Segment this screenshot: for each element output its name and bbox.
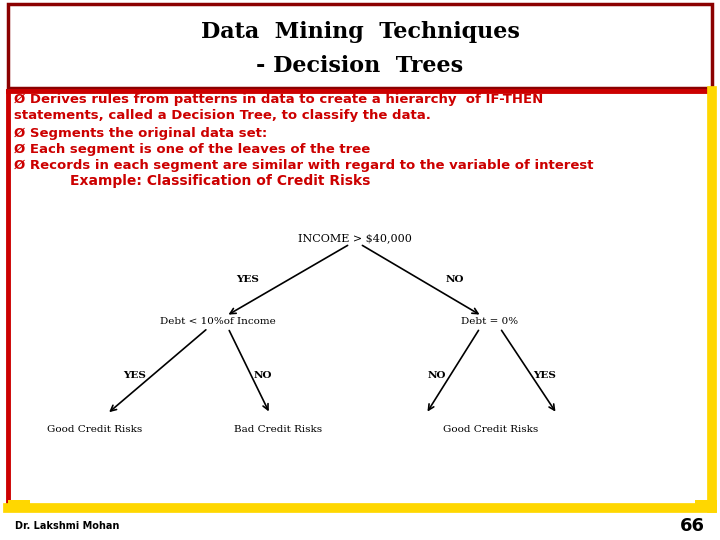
Text: Dr. Lakshmi Mohan: Dr. Lakshmi Mohan [15, 521, 120, 531]
Text: Ø Derives rules from patterns in data to create a hierarchy  of IF-THEN: Ø Derives rules from patterns in data to… [14, 93, 544, 106]
Bar [8, 4, 712, 88]
Text: YES: YES [124, 370, 146, 380]
Text: INCOME > $40,000: INCOME > $40,000 [298, 233, 412, 243]
Bar [8, 500, 30, 512]
Text: - Decision  Trees: - Decision Trees [256, 55, 464, 77]
Text: Ø Records in each segment are similar with regard to the variable of interest: Ø Records in each segment are similar wi… [14, 159, 593, 172]
Text: Ø Each segment is one of the leaves of the tree: Ø Each segment is one of the leaves of t… [14, 143, 370, 156]
Text: NO: NO [428, 370, 446, 380]
Text: Data  Mining  Techniques: Data Mining Techniques [201, 21, 519, 43]
Text: YES: YES [534, 370, 557, 380]
Text: Good Credit Risks: Good Credit Risks [48, 426, 143, 435]
Text: Ø Segments the original data set:: Ø Segments the original data set: [14, 126, 267, 139]
Text: 66: 66 [680, 517, 705, 535]
Text: Good Credit Risks: Good Credit Risks [444, 426, 539, 435]
Text: NO: NO [446, 275, 464, 285]
Text: Example: Classification of Credit Risks: Example: Classification of Credit Risks [70, 174, 370, 188]
Text: Bad Credit Risks: Bad Credit Risks [234, 426, 322, 435]
Text: statements, called a Decision Tree, to classify the data.: statements, called a Decision Tree, to c… [14, 110, 431, 123]
Text: Debt < 10%of Income: Debt < 10%of Income [160, 318, 276, 327]
Text: Debt = 0%: Debt = 0% [462, 318, 518, 327]
Text: YES: YES [237, 275, 259, 285]
Text: NO: NO [253, 370, 272, 380]
Bar [695, 500, 717, 512]
